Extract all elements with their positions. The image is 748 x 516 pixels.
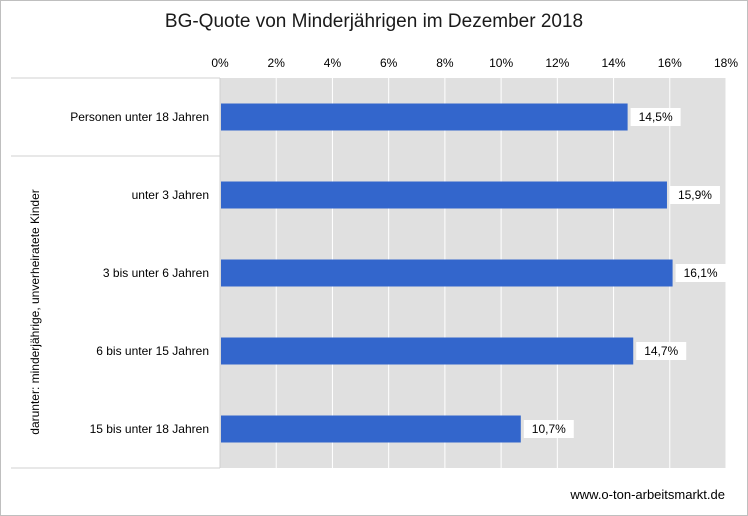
x-tick-label: 4% <box>324 56 342 70</box>
data-label-box <box>675 264 726 282</box>
x-tick-label: 2% <box>268 56 286 70</box>
x-tick-label: 14% <box>602 56 626 70</box>
x-tick-label: 16% <box>658 56 682 70</box>
x-tick-label: 12% <box>545 56 569 70</box>
data-label-box <box>669 186 720 204</box>
bar <box>221 103 628 131</box>
data-label-box <box>636 342 687 360</box>
data-label: 10,7% <box>532 422 566 436</box>
data-label: 16,1% <box>684 266 718 280</box>
x-tick-label: 8% <box>436 56 454 70</box>
x-tick-label: 0% <box>211 56 229 70</box>
data-label-box <box>630 108 681 126</box>
bar <box>221 415 521 443</box>
x-tick-label: 18% <box>714 56 738 70</box>
category-label: 3 bis unter 6 Jahren <box>103 266 209 280</box>
source-label: www.o-ton-arbeitsmarkt.de <box>570 487 725 502</box>
group-label: darunter: minderjährige, unverheiratete … <box>28 189 42 434</box>
bar <box>221 181 667 209</box>
category-label: Personen unter 18 Jahren <box>70 110 209 124</box>
data-label-box <box>523 420 574 438</box>
x-tick-label: 6% <box>380 56 398 70</box>
data-label: 14,7% <box>644 344 678 358</box>
category-label: unter 3 Jahren <box>132 188 209 202</box>
bar <box>221 337 634 365</box>
data-label: 14,5% <box>639 110 673 124</box>
category-label: 15 bis unter 18 Jahren <box>90 422 209 436</box>
category-label: 6 bis unter 15 Jahren <box>96 344 209 358</box>
x-tick-label: 10% <box>489 56 513 70</box>
data-label: 15,9% <box>678 188 712 202</box>
bar <box>221 259 673 287</box>
chart-title: BG-Quote von Minderjährigen im Dezember … <box>164 11 584 32</box>
